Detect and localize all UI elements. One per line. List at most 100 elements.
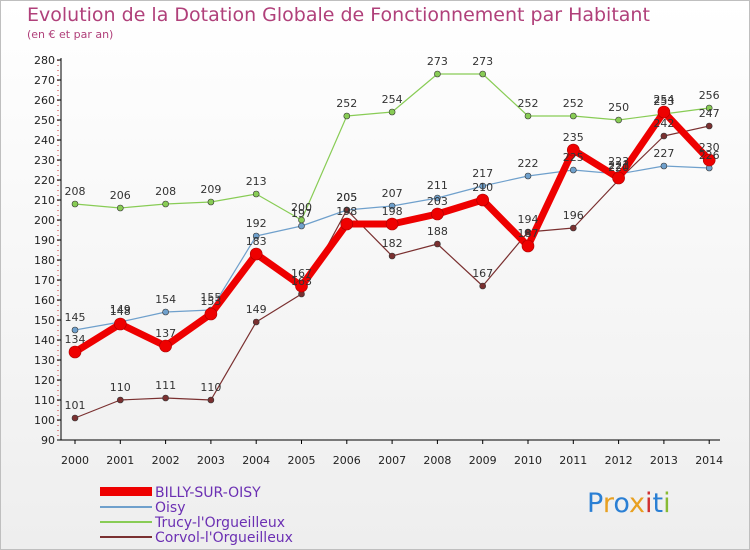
data-point-oisy [162, 308, 169, 316]
data-label-corvol-l-orgueilleux: 247 [699, 107, 720, 120]
data-label-billy-sur-oisy: 210 [472, 181, 493, 194]
legend-swatch-billy-sur-oisy [100, 487, 152, 496]
y-tick-label: 170 [34, 274, 55, 287]
x-tick-label: 2000 [61, 454, 89, 467]
data-label-trucy-l-orgueilleux: 273 [472, 55, 493, 68]
x-tick-label: 2005 [288, 454, 316, 467]
x-tick-label: 2014 [695, 454, 723, 467]
data-label-billy-sur-oisy: 183 [246, 235, 267, 248]
data-point-trucy-l-orgueilleux [207, 198, 215, 206]
data-labels: 208 206 208 209 213 200 252 254 273 273 252 252 250 2… [65, 55, 720, 412]
data-label-billy-sur-oisy: 221 [608, 159, 629, 172]
data-label-oisy: 192 [246, 217, 267, 230]
y-tick-label: 250 [34, 114, 55, 127]
data-point-billy-sur-oisy [204, 307, 218, 321]
data-label-oisy: 155 [200, 291, 221, 304]
data-point-oisy [71, 326, 79, 334]
data-point-billy-sur-oisy [340, 217, 354, 231]
data-point-oisy [660, 162, 668, 170]
data-point-trucy-l-orgueilleux [162, 200, 169, 208]
y-tick-label: 160 [34, 294, 55, 307]
x-tick-label: 2006 [333, 454, 361, 467]
data-label-billy-sur-oisy: 137 [155, 327, 176, 340]
legend: BILLY-SUR-OISYOisyTrucy-l'OrgueilleuxCor… [100, 485, 293, 546]
data-label-corvol-l-orgueilleux: 163 [291, 275, 312, 288]
x-tick-label: 2008 [423, 454, 451, 467]
data-point-oisy [524, 172, 532, 180]
data-point-oisy [434, 194, 441, 202]
x-tick-label: 2013 [650, 454, 678, 467]
data-label-oisy: 227 [653, 147, 674, 160]
data-label-billy-sur-oisy: 167 [291, 267, 312, 280]
data-label-corvol-l-orgueilleux: 220 [608, 161, 629, 174]
data-point-oisy [569, 166, 577, 174]
y-tick-label: 260 [34, 94, 55, 107]
data-point-trucy-l-orgueilleux [569, 112, 577, 120]
logo-letter: i [645, 488, 653, 519]
data-point-billy-sur-oisy [566, 143, 580, 157]
data-point-billy-sur-oisy [431, 207, 444, 221]
data-point-corvol-l-orgueilleux [479, 282, 487, 290]
y-tick-label: 220 [34, 174, 55, 187]
series-layer [68, 70, 716, 422]
y-tick-label: 240 [34, 134, 55, 147]
legend-label-trucy-l-orgueilleux: Trucy-l'Orgueilleux [154, 515, 285, 531]
axes: 90 100 110 120 130 140 150 160 170 180 190 200 210 22… [34, 54, 723, 467]
data-label-trucy-l-orgueilleux: 252 [336, 97, 357, 110]
data-label-oisy: 205 [336, 191, 357, 204]
y-tick-label: 230 [34, 154, 55, 167]
data-label-trucy-l-orgueilleux: 209 [200, 183, 221, 196]
x-tick-label: 2012 [605, 454, 633, 467]
data-point-trucy-l-orgueilleux [705, 104, 713, 112]
data-label-trucy-l-orgueilleux: 254 [382, 93, 403, 106]
data-point-oisy [388, 202, 396, 210]
data-label-corvol-l-orgueilleux: 196 [563, 209, 584, 222]
data-label-trucy-l-orgueilleux: 250 [608, 101, 629, 114]
data-point-corvol-l-orgueilleux [71, 414, 79, 422]
data-label-billy-sur-oisy: 254 [653, 93, 674, 106]
data-point-trucy-l-orgueilleux [479, 70, 487, 78]
data-label-corvol-l-orgueilleux: 188 [427, 225, 448, 238]
data-point-corvol-l-orgueilleux [252, 318, 260, 326]
x-tick-label: 2001 [106, 454, 134, 467]
data-label-billy-sur-oisy: 230 [699, 141, 720, 154]
data-point-billy-sur-oisy [476, 193, 490, 207]
x-tick-label: 2003 [197, 454, 225, 467]
data-label-oisy: 226 [699, 149, 720, 162]
data-label-corvol-l-orgueilleux: 205 [336, 191, 357, 204]
data-point-billy-sur-oisy [159, 339, 172, 353]
data-label-trucy-l-orgueilleux: 252 [563, 97, 584, 110]
data-label-billy-sur-oisy: 148 [110, 305, 131, 318]
data-label-billy-sur-oisy: 153 [200, 295, 221, 308]
y-tick-label: 120 [34, 374, 55, 387]
data-point-oisy [479, 182, 487, 190]
data-point-billy-sur-oisy [385, 217, 399, 231]
data-point-trucy-l-orgueilleux [343, 112, 351, 120]
data-point-trucy-l-orgueilleux [524, 112, 532, 120]
data-label-trucy-l-orgueilleux: 252 [518, 97, 539, 110]
data-point-trucy-l-orgueilleux [434, 70, 441, 78]
data-label-oisy: 211 [427, 179, 448, 192]
data-label-trucy-l-orgueilleux: 206 [110, 189, 131, 202]
y-tick-label: 100 [34, 414, 55, 427]
data-label-billy-sur-oisy: 187 [518, 227, 539, 240]
data-label-corvol-l-orgueilleux: 110 [110, 381, 131, 394]
data-point-corvol-l-orgueilleux [705, 122, 713, 130]
data-label-billy-sur-oisy: 198 [382, 205, 403, 218]
data-point-trucy-l-orgueilleux [71, 200, 79, 208]
legend-label-corvol-l-orgueilleux: Corvol-l'Orgueilleux [155, 530, 293, 546]
data-label-trucy-l-orgueilleux: 208 [155, 185, 176, 198]
y-tick-label: 190 [34, 234, 55, 247]
data-label-billy-sur-oisy: 134 [65, 333, 86, 346]
data-point-trucy-l-orgueilleux [252, 190, 260, 198]
data-label-oisy: 222 [518, 157, 539, 170]
chart-title: Evolution de la Dotation Globale de Fonc… [27, 4, 650, 26]
x-tick-label: 2004 [242, 454, 270, 467]
logo-letter: r [602, 488, 614, 519]
logo-letter: o [613, 488, 630, 519]
y-tick-label: 280 [34, 54, 55, 67]
data-point-corvol-l-orgueilleux [569, 224, 577, 232]
y-tick-label: 130 [34, 354, 55, 367]
data-point-billy-sur-oisy [702, 153, 716, 167]
